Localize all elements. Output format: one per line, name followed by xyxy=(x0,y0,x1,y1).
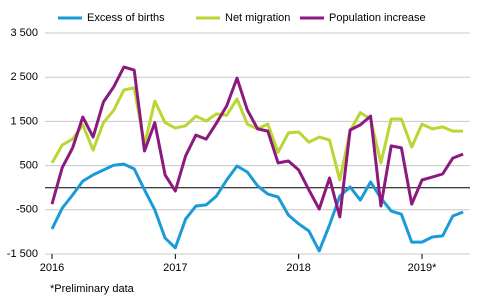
y-tick-label: 2 500 xyxy=(10,71,38,83)
x-tick-label: 2019* xyxy=(408,262,437,274)
x-tick-label: 2018 xyxy=(286,262,310,274)
legend-label: Net migration xyxy=(225,12,290,24)
y-tick-label: 1 500 xyxy=(10,115,38,127)
legend-label: Excess of births xyxy=(87,12,165,24)
series-line xyxy=(50,65,464,219)
footnote: *Preliminary data xyxy=(50,283,135,295)
x-tick-label: 2016 xyxy=(40,262,64,274)
y-tick-label: -500 xyxy=(16,204,38,216)
x-tick-label: 2017 xyxy=(163,262,187,274)
y-tick-label: -1 500 xyxy=(7,248,38,260)
y-tick-label: 3 500 xyxy=(10,27,38,39)
legend-label: Population increase xyxy=(329,12,426,24)
y-tick-label: 500 xyxy=(20,160,38,172)
series-line xyxy=(50,162,464,253)
